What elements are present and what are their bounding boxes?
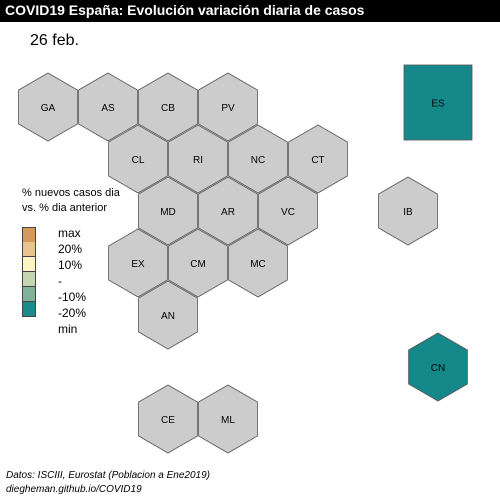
region-label-ri: RI (193, 155, 203, 166)
region-ga (18, 72, 78, 142)
legend-title-line-1: % nuevos casos dia (22, 187, 120, 199)
region-label-cl: CL (132, 155, 145, 166)
legend-swatch (22, 302, 36, 317)
legend-swatch (22, 242, 36, 257)
source-line-2: diegheman.github.io/COVID19 (6, 484, 142, 495)
legend-label: 10% (58, 258, 83, 272)
region-cb (138, 72, 198, 142)
region-label-md: MD (160, 207, 176, 218)
region-label-ce: CE (161, 415, 175, 426)
legend-label: max (58, 226, 81, 240)
region-label-cn: CN (431, 363, 445, 374)
region-md (138, 176, 198, 246)
region-ct (288, 124, 348, 194)
region-label-ib: IB (403, 207, 413, 218)
region-nc (228, 124, 288, 194)
date-label: 26 feb. (30, 32, 79, 49)
region-cl (108, 124, 168, 194)
legend-label: -20% (58, 306, 87, 320)
region-label-mc: MC (250, 259, 266, 270)
region-label-an: AN (161, 311, 175, 322)
region-ar (198, 176, 258, 246)
region-ex (108, 228, 168, 298)
region-as (78, 72, 138, 142)
region-label-nc: NC (251, 155, 265, 166)
region-ri (168, 124, 228, 194)
region-ce (138, 384, 198, 454)
source-line-1: Datos: ISCIII, Eurostat (Poblacion a Ene… (6, 470, 210, 481)
region-label-as: AS (101, 103, 115, 114)
region-ml (198, 384, 258, 454)
region-an (138, 280, 198, 350)
region-vc (258, 176, 318, 246)
region-label-ct: CT (311, 155, 324, 166)
region-label-ex: EX (131, 259, 145, 270)
region-cm (168, 228, 228, 298)
region-label-es: ES (431, 99, 445, 110)
region-es (403, 64, 473, 141)
region-label-vc: VC (281, 207, 295, 218)
region-mc (228, 228, 288, 298)
legend-label: - (58, 274, 62, 288)
region-label-pv: PV (221, 103, 235, 114)
region-ib (378, 176, 438, 246)
legend-swatch (22, 257, 36, 272)
legend-swatch (22, 287, 36, 302)
region-label-ga: GA (41, 103, 56, 114)
region-label-ar: AR (221, 207, 235, 218)
title-bar: COVID19 España: Evolución variación diar… (0, 0, 500, 22)
region-pv (198, 72, 258, 142)
legend-swatch (22, 272, 36, 287)
legend-title-line-2: vs. % dia anterior (22, 202, 107, 214)
region-label-cb: CB (161, 103, 175, 114)
legend-swatch (22, 227, 36, 243)
legend-label: 20% (58, 242, 83, 256)
legend-label: -10% (58, 290, 87, 304)
region-cn (408, 332, 468, 402)
legend-label: min (58, 322, 78, 336)
legend-title: % nuevos casos dia vs. % dia anterior (22, 186, 120, 216)
region-label-ml: ML (221, 415, 235, 426)
region-label-cm: CM (190, 259, 206, 270)
map-title: COVID19 España: Evolución variación diar… (5, 2, 365, 18)
